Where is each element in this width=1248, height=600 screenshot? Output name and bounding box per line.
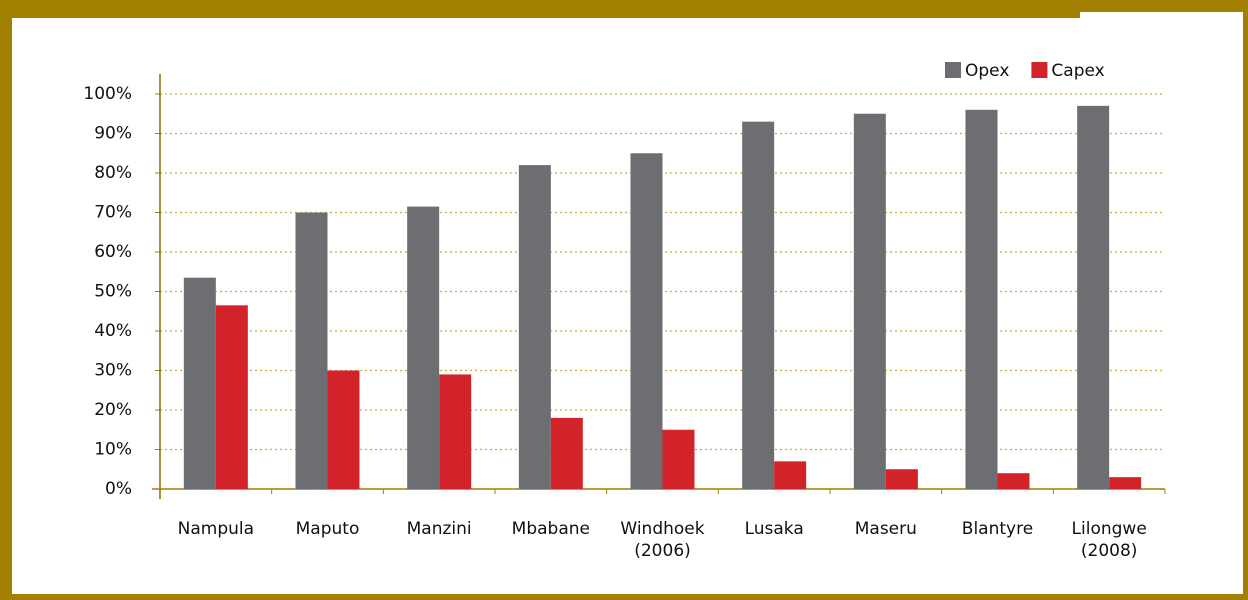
bar [997,473,1030,489]
bar [662,429,695,489]
bar [742,121,775,490]
bar [295,212,328,489]
y-tick-label: 70% [94,203,132,223]
bar [407,206,440,489]
bar [215,305,248,489]
x-tick-label: Nampula [177,519,255,539]
legend-swatch [945,62,961,78]
frame-bottom [0,594,1248,600]
frame-left [0,0,12,600]
x-tick-label: Lilongwe (2008) [1071,519,1147,561]
x-tick-label: Windhoek (2006) [620,519,705,561]
bar [965,109,998,490]
frame-top [0,0,1080,18]
bar [774,461,807,489]
frame-top-right [1080,0,1248,12]
legend-label: Capex [1051,61,1104,81]
legend-swatch [1031,62,1048,78]
bar [518,165,551,489]
x-tick-label: Lusaka [744,519,804,539]
y-tick-label: 60% [94,242,132,262]
bar [1109,477,1142,489]
legend-label: Opex [965,61,1009,81]
y-tick-label: 10% [94,440,132,460]
bar [327,370,360,489]
bar [550,417,583,489]
x-tick-label: Blantyre [961,519,1034,539]
bar [853,113,886,489]
bar [439,374,472,489]
x-tick-label: Manzini [406,519,472,539]
y-tick-label: 40% [94,321,132,341]
y-tick-label: 90% [94,124,132,144]
bar [183,277,216,489]
bar [630,153,663,489]
y-tick-label: 100% [83,84,132,104]
y-tick-label: 50% [94,282,132,302]
y-tick-label: 20% [94,400,132,420]
y-tick-label: 30% [94,361,132,381]
frame-right [1243,0,1248,600]
x-tick-label: Maputo [295,519,360,539]
x-tick-label: Mbabane [511,519,590,539]
y-tick-label: 80% [94,163,132,183]
y-tick-label: 0% [105,479,132,499]
x-tick-label: Maseru [854,519,917,539]
bar [885,469,918,489]
bar [1077,105,1110,489]
